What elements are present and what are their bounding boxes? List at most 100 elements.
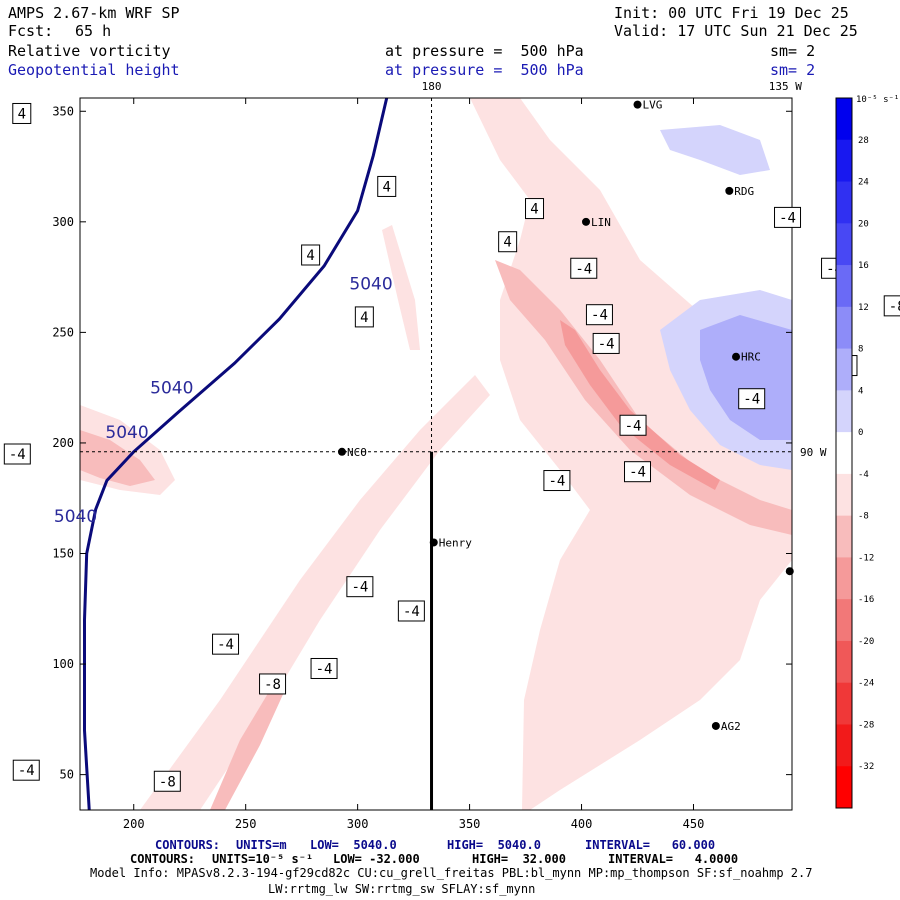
footer-contour1-units: UNITS=m (236, 838, 287, 852)
footer-contour2-units: UNITS=10⁻⁵ s⁻¹ (212, 852, 314, 866)
station-marker (633, 100, 642, 109)
x-tick-label: 400 (571, 817, 593, 831)
plot-frame (79, 97, 793, 811)
field1-level: at pressure = 500 hPa (385, 42, 584, 60)
vorticity-label-box (624, 461, 652, 483)
footer-model-info: Model Info: MPASv8.2.3-194-gf29cd82c CU:… (90, 866, 813, 880)
vorticity-label: 4 (383, 179, 391, 195)
station-marker (582, 217, 591, 226)
colorbar-level-label: -16 (858, 595, 874, 605)
vorticity-label-box (301, 244, 321, 266)
footer-model-info-2: LW:rrtmg_lw SW:rrtmg_sw SFLAY:sf_mynn (268, 882, 536, 896)
station-marker (732, 352, 741, 361)
footer-contour2-low: LOW= -32.000 (333, 852, 420, 866)
field2-smoothing: sm= 2 (770, 61, 816, 79)
vorticity-label: -4 (403, 604, 420, 620)
colorbar-swatch (836, 473, 852, 517)
field2-name: Geopotential height (8, 61, 180, 79)
vorticity-label: -8 (264, 677, 281, 693)
colorbar-swatch (836, 766, 852, 809)
vorticity-label-box (498, 231, 518, 253)
vorticity-label-box (346, 576, 374, 598)
vorticity-label: 4 (360, 310, 368, 326)
y-tick-label: 250 (52, 325, 74, 339)
colorbar-swatch (836, 682, 852, 725)
colorbar-swatch (836, 557, 852, 600)
station-label: Henry (439, 536, 472, 549)
colorbar-swatch (836, 223, 852, 266)
field1-smoothing: sm= 2 (770, 42, 816, 60)
vorticity-label-box (153, 770, 181, 792)
vorticity-label: -4 (9, 447, 26, 463)
station-label: HRC (741, 351, 761, 364)
x-tick-label: 200 (123, 817, 145, 831)
vorticity-label-box (525, 198, 545, 220)
vorticity-label-box (883, 295, 900, 317)
footer-contour2-interval: INTERVAL= 4.0000 (608, 852, 739, 866)
vorticity-label-box (310, 657, 338, 679)
height-label: 5040 (349, 275, 392, 295)
negative-vorticity-diagonal-core (210, 690, 285, 810)
init-time: Init: 00 UTC Fri 19 Dec 25 (614, 4, 849, 22)
vorticity-label-box (212, 633, 240, 655)
positive-vorticity-east-core (700, 315, 792, 440)
positive-vorticity-northeast (660, 125, 770, 175)
colorbar-level-label: -12 (858, 553, 874, 563)
colorbar-swatch (836, 390, 852, 433)
vorticity-label-box (570, 257, 598, 279)
vorticity-label: -4 (591, 308, 608, 324)
vorticity-label: 4 (503, 235, 511, 251)
height-labels: 504050405040504050265006HL (54, 275, 393, 527)
footer-contour1-interval: INTERVAL= 60.000 (585, 838, 716, 852)
station-marker (429, 538, 438, 547)
vorticity-label: -8 (159, 774, 176, 790)
negative-vorticity-north (382, 225, 420, 350)
station-marker (711, 721, 720, 730)
y-tick-label: 350 (52, 104, 74, 118)
height-label: 5040 (54, 507, 97, 527)
station-label: AG2 (721, 720, 741, 733)
colorbar-swatch (836, 306, 852, 350)
x-tick-label: 450 (683, 817, 705, 831)
footer-contour1-label: CONTOURS: (155, 838, 221, 852)
vorticity-label-box (12, 102, 32, 124)
stations: NCO Henry LIN RDG HRC AG2 LVG (337, 99, 794, 733)
right-axis-label: 90 W (800, 446, 827, 459)
footer-contour1-low: LOW= 5040.0 (310, 838, 397, 852)
vorticity-label-box (592, 332, 620, 354)
colorbar-level-label: 8 (858, 345, 863, 355)
vorticity-label: -4 (743, 392, 760, 408)
vorticity-label: -4 (575, 261, 592, 277)
negative-vorticity-band (470, 98, 792, 810)
y-tick-label: 150 (52, 547, 74, 561)
crosshair (80, 98, 792, 810)
negative-vorticity-diagonal (140, 375, 490, 810)
vorticity-label-box (543, 470, 571, 492)
vorticity-label: -4 (18, 763, 35, 779)
vorticity-label: -4 (779, 210, 796, 226)
colorbar-level-label: 16 (858, 261, 869, 271)
colorbar-level-label: -32 (858, 762, 874, 772)
colorbar-level-label: -8 (858, 512, 869, 522)
vorticity-label: 4 (18, 106, 26, 122)
y-tick-label: 200 (52, 436, 74, 450)
colorbar-swatch (836, 515, 852, 558)
axis-ticks: 200 250 300 350 400 450 50 100 150 200 250 300 350 18… (52, 80, 827, 831)
colorbar-swatch (836, 432, 852, 475)
colorbar-swatch (836, 599, 852, 642)
colorbar-level-label: 4 (858, 386, 863, 396)
colorbar-swatch (836, 348, 852, 391)
vorticity-label-box (259, 673, 287, 695)
colorbar-level-label: 28 (858, 136, 869, 146)
colorbar-level-label: -24 (858, 679, 874, 689)
station-label: NCO (347, 446, 367, 459)
footer-contour2-high: HIGH= 32.000 (472, 852, 566, 866)
footer-contour1-high: HIGH= 5040.0 (447, 838, 541, 852)
field2-level: at pressure = 500 hPa (385, 61, 584, 79)
vorticity-label: -8 (889, 299, 900, 315)
height-contour-line (83, 98, 389, 810)
colorbar-swatch (836, 640, 852, 684)
top-axis-label: 135 W (769, 80, 802, 93)
vorticity-label-box (774, 206, 802, 228)
